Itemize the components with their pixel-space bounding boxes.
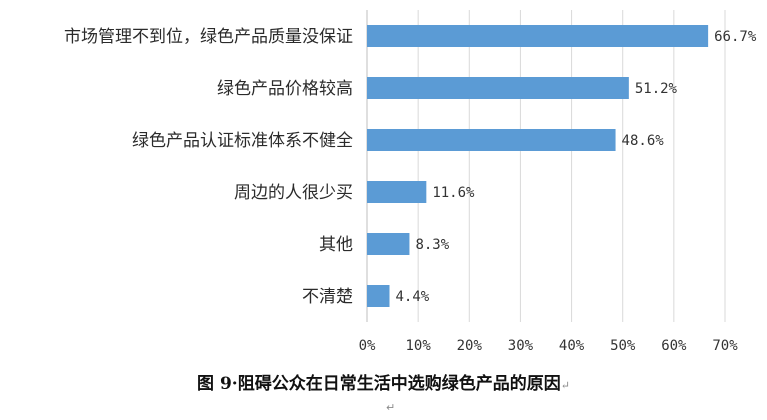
value-label: 51.2% — [635, 81, 678, 97]
bar — [367, 129, 616, 151]
x-tick-label: 0% — [359, 338, 376, 354]
return-mark-footer: ↵ — [386, 401, 396, 414]
caption-text: 图 9·阻碍公众在日常生活中选购绿色产品的原因 — [197, 374, 561, 394]
bars — [367, 25, 709, 307]
category-label: 绿色产品价格较高 — [217, 79, 353, 99]
category-label: 其他 — [319, 235, 353, 255]
x-tick-label: 60% — [661, 338, 687, 354]
category-label: 绿色产品认证标准体系不健全 — [132, 131, 353, 151]
bar — [367, 233, 410, 255]
value-label: 11.6% — [432, 185, 475, 201]
x-tick-label: 50% — [610, 338, 636, 354]
x-tick-label: 10% — [405, 338, 431, 354]
value-label: 66.7% — [714, 29, 757, 45]
bar-chart: 0% 10% 20% 30% 40% 50% 60% 70% 市场管理不到位，绿色产品质量没保证… — [64, 10, 757, 354]
value-label: 8.3% — [415, 237, 449, 253]
category-label: 不清楚 — [302, 287, 353, 307]
bar — [367, 181, 427, 203]
x-tick-label: 20% — [457, 338, 483, 354]
return-mark: ↵ — [560, 379, 570, 392]
gridlines — [366, 10, 726, 322]
x-tick-label: 40% — [559, 338, 585, 354]
bar — [367, 25, 709, 47]
labels: 0% 10% 20% 30% 40% 50% 60% 70% 市场管理不到位，绿色产品质量没保证… — [64, 27, 757, 354]
category-label: 市场管理不到位，绿色产品质量没保证 — [64, 27, 353, 47]
bar — [367, 77, 629, 99]
value-label: 4.4% — [396, 289, 430, 305]
x-tick-label: 70% — [712, 338, 738, 354]
value-label: 48.6% — [622, 133, 665, 149]
category-label: 周边的人很少买 — [234, 183, 353, 203]
x-tick-label: 30% — [508, 338, 534, 354]
bar — [367, 285, 390, 307]
figure-caption: 图 9·阻碍公众在日常生活中选购绿色产品的原因↵ — [0, 369, 767, 394]
